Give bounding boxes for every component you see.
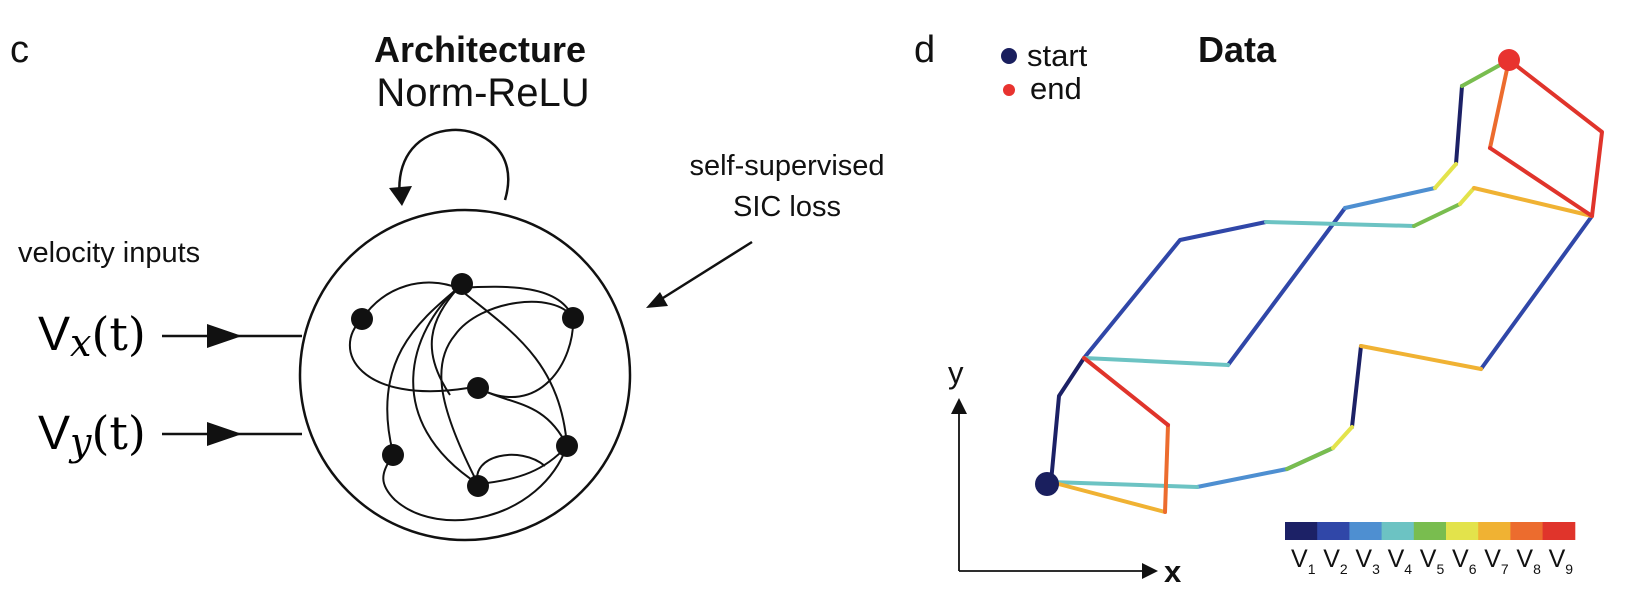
colorbar-label-v9: V9 [1549, 545, 1574, 577]
colorbar-swatch-v4 [1381, 522, 1415, 540]
segment-v3 [1343, 186, 1437, 210]
x-axis-arrowhead-icon [1142, 563, 1158, 579]
colorbar-label-v4: V4 [1388, 545, 1413, 577]
segment-v4 [1082, 356, 1230, 367]
segment-v6 [1458, 186, 1476, 206]
colorbar-swatch-v8 [1510, 522, 1544, 540]
input-vy-sub: y [68, 420, 92, 464]
colorbar-label-v8: V8 [1516, 545, 1541, 577]
segment-v1 [1350, 344, 1363, 429]
segment-v7 [1049, 480, 1167, 514]
segment-v9 [1082, 356, 1170, 427]
segment-v6 [1331, 425, 1354, 450]
input-vy-arg: (t) [91, 406, 145, 460]
colorbar-label-v1: V1 [1291, 545, 1316, 577]
legend-start-marker [1001, 48, 1017, 64]
colorbar-swatch-v1 [1285, 522, 1318, 540]
panel-c: c Architecture Norm-ReLU self-supervised… [10, 29, 885, 542]
x-axis-label: x [1164, 554, 1182, 589]
input-vx-base: V [38, 308, 70, 361]
y-axis-arrowhead-icon [951, 398, 967, 414]
colorbar-label-v2: V2 [1323, 545, 1348, 577]
colorbar-label-v7: V7 [1484, 545, 1509, 577]
segment-v9 [1488, 58, 1604, 218]
segment-v8 [1163, 423, 1170, 514]
segment-v7 [1359, 344, 1483, 371]
segment-v5 [1412, 202, 1462, 228]
rnn-network-circle [298, 208, 632, 542]
trajectory [1049, 58, 1604, 514]
rnn-connections [348, 281, 575, 522]
loss-arrowhead-icon [646, 292, 668, 308]
input-vx-arrowhead-icon [207, 324, 242, 348]
input-vy-base: V [38, 407, 70, 460]
colorbar-swatch-v6 [1446, 522, 1479, 540]
segment-v4 [1049, 480, 1199, 489]
segment-v5 [1285, 446, 1335, 471]
panel-d-letter: d [914, 29, 935, 71]
colorbar-swatch-v3 [1349, 522, 1383, 540]
loss-label-line1: self-supervised [689, 150, 884, 182]
rnn-node [467, 377, 489, 399]
data-title: Data [1198, 29, 1277, 70]
legend-end-label: end [1030, 71, 1082, 106]
colorbar-label-v6: V6 [1452, 545, 1477, 577]
segment-v1 [1049, 356, 1086, 484]
segment-v7 [1472, 186, 1594, 218]
input-vy-arrowhead-icon [207, 422, 242, 446]
segment-v8 [1488, 58, 1511, 150]
recurrent-loop-arrowhead-icon [389, 186, 412, 206]
rnn-node [467, 475, 489, 497]
trajectory-end-marker [1498, 49, 1520, 71]
segment-v1 [1454, 84, 1464, 166]
panel-c-letter: c [10, 29, 29, 71]
recurrent-loop-arrow [398, 128, 510, 201]
segment-v4 [1264, 220, 1416, 228]
colorbar-swatch-v2 [1317, 522, 1350, 540]
architecture-title: Architecture [374, 29, 586, 70]
input-vx-arg: (t) [91, 307, 145, 361]
rnn-node [382, 444, 404, 466]
colorbar-label-v5: V5 [1420, 545, 1445, 577]
rnn-node [556, 435, 578, 457]
segment-v2 [1082, 220, 1268, 360]
input-vx-label: Vx(t) [38, 307, 146, 365]
colorbar-swatch-v9 [1542, 522, 1576, 540]
colorbar-label-v3: V3 [1355, 545, 1380, 577]
velocity-colorbar: V1 V2 V3 V4 V5 V6 V7 V8 V9 [1285, 522, 1576, 577]
trajectory-start-marker [1035, 472, 1059, 496]
rnn-node [351, 308, 373, 330]
input-vy-label: Vy(t) [38, 406, 146, 464]
panel-d: d Data start end [914, 29, 1604, 589]
velocity-inputs-label: velocity inputs [18, 237, 200, 269]
loss-label-line2: SIC loss [733, 191, 841, 223]
rnn-node [562, 307, 584, 329]
input-vx-sub: x [70, 321, 91, 365]
segment-v2 [1226, 206, 1347, 367]
segment-v3 [1195, 446, 1335, 489]
architecture-subtitle: Norm-ReLU [376, 71, 589, 115]
loss-arrow [654, 240, 753, 305]
y-axis-label: y [948, 355, 964, 390]
segment-v6 [1433, 162, 1458, 190]
colorbar-swatch-v7 [1478, 522, 1511, 540]
segment-v2 [1479, 214, 1594, 371]
legend-end-marker [1003, 84, 1015, 96]
legend-start-label: start [1027, 38, 1088, 73]
rnn-node [451, 273, 473, 295]
colorbar-swatch-v5 [1413, 522, 1447, 540]
